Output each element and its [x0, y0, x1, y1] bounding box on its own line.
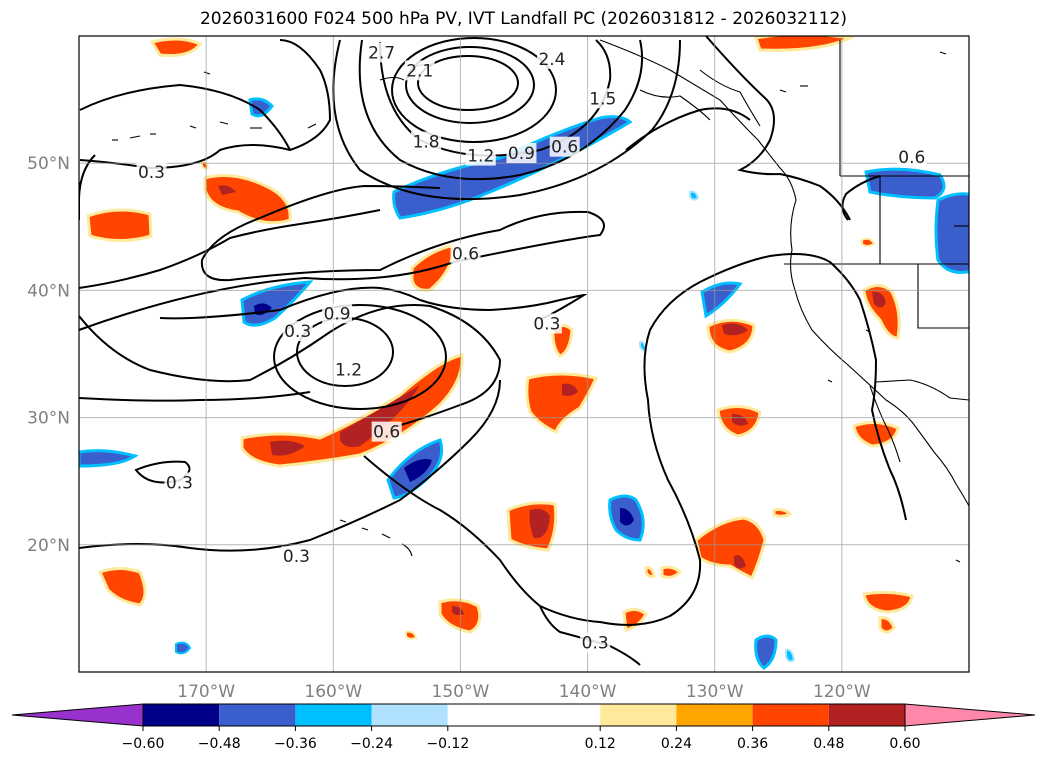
contour-label-background [549, 136, 580, 157]
contour-label-background [465, 145, 496, 166]
contour-label: 1.2 [335, 360, 362, 380]
colorbar-segment [828, 704, 905, 726]
contour-label: 0.3 [533, 314, 560, 334]
contour-label-background [371, 421, 402, 442]
lat-tick-label: 30°N [27, 409, 70, 429]
contour-label-background [333, 359, 364, 380]
contour-label-background [450, 243, 481, 264]
map-frame [78, 35, 970, 673]
colorbar-segment [600, 704, 677, 726]
colorbar-segment [447, 704, 601, 726]
colorbar-tick-label: 0.12 [585, 736, 616, 752]
longitude-tick-labels: 170°W 160°W 150°W 140°W 130°W 120°W [177, 682, 871, 702]
contour-label-group: 2.7 2.4 2.1 1.5 1.8 1.2 0.9 0.6 0.6 0.3 … [136, 42, 927, 654]
colorbar-segment [752, 704, 829, 726]
latitude-tick-labels: 50°N 40°N 30°N 20°N [27, 154, 70, 556]
contour-label: 0.6 [898, 148, 925, 168]
contour-label: 1.2 [467, 147, 494, 167]
contour-label: 0.6 [373, 423, 400, 443]
contour-label-background [531, 313, 562, 334]
lon-tick-label: 170°W [177, 682, 235, 702]
colorbar-segment [219, 704, 296, 726]
colorbar-segment [371, 704, 448, 726]
contour-label: 2.7 [368, 44, 395, 64]
colorbar-tick-label: 0.36 [737, 736, 768, 752]
contour-label: 0.3 [284, 322, 311, 342]
colorbar-tick-label: −0.12 [426, 736, 469, 752]
colorbar-tick-label: 0.24 [661, 736, 692, 752]
contour-label-background [506, 143, 537, 164]
contour-label: 2.1 [406, 61, 433, 81]
lon-tick-label: 140°W [559, 682, 617, 702]
contour-label: 0.3 [138, 163, 165, 183]
contour-label-background [580, 632, 611, 653]
contour-label-background [411, 131, 442, 152]
map-plot-area: 2.7 2.4 2.1 1.5 1.8 1.2 0.9 0.6 0.6 0.3 … [79, 36, 969, 672]
colorbar-extend-low [11, 703, 144, 727]
lon-tick-label: 150°W [432, 682, 490, 702]
colorbar-extend-high [904, 703, 1036, 727]
contour-label-background [322, 303, 353, 324]
lon-tick-label: 160°W [304, 682, 362, 702]
contour-label-background [366, 42, 397, 63]
contour-label-background [136, 162, 167, 183]
lat-tick-label: 50°N [27, 154, 70, 174]
contour-label-background [281, 546, 312, 567]
contour-label: 1.8 [413, 133, 440, 153]
contour-label: 0.3 [582, 634, 609, 654]
colorbar-tick-label: 0.60 [889, 736, 920, 752]
contour-label: 0.9 [324, 304, 351, 324]
colorbar: −0.60 −0.48 −0.36 −0.24 −0.12 0.12 0.24 0.36 0.4… [11, 703, 1036, 752]
map-gridlines [79, 36, 969, 672]
contour-label: 0.3 [166, 473, 193, 493]
colorbar-tick-label: −0.36 [274, 736, 317, 752]
lat-tick-label: 40°N [27, 281, 70, 301]
colorbar-segment [676, 704, 753, 726]
colorbar-frame [142, 703, 906, 727]
contour-label: 2.4 [538, 50, 565, 70]
colorbar-tick-label: 0.48 [813, 736, 844, 752]
lat-tick-label: 20°N [27, 536, 70, 556]
contour-label-background [536, 48, 567, 69]
colorbar-segment [143, 704, 220, 726]
contour-label-background [896, 146, 927, 167]
colorbar-tick-label: −0.48 [198, 736, 241, 752]
map-title: 2026031600 F024 500 hPa PV, IVT Landfall… [199, 9, 847, 29]
lon-tick-label: 130°W [686, 682, 744, 702]
positive-anomaly-shading [86, 36, 914, 640]
contour-label: 0.6 [452, 245, 479, 265]
contour-label-background [282, 321, 313, 342]
contour-label: 0.6 [551, 138, 578, 158]
contour-label-background [587, 88, 618, 109]
colorbar-tick-label: −0.24 [350, 736, 393, 752]
lon-tick-label: 120°W [813, 682, 871, 702]
pv-contours [79, 36, 907, 666]
contour-label: 0.3 [283, 547, 310, 567]
contour-label: 0.9 [508, 144, 535, 164]
contour-label: 1.5 [589, 89, 616, 109]
colorbar-tick-label: −0.60 [122, 736, 165, 752]
contour-label-background [164, 472, 195, 493]
contour-label-background [404, 60, 435, 81]
colorbar-segment [295, 704, 372, 726]
